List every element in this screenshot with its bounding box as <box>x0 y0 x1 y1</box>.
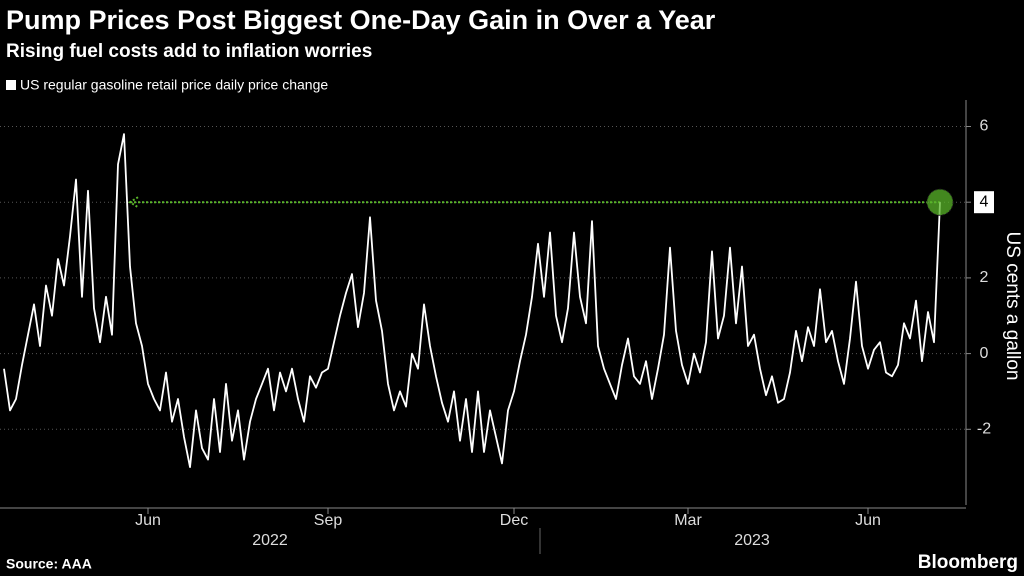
highlight-box <box>974 191 994 214</box>
x-tick-label: Sep <box>314 512 343 529</box>
y-tick-label: 2 <box>980 269 989 286</box>
source: Source: AAA <box>6 556 92 572</box>
chart-title: Pump Prices Post Biggest One-Day Gain in… <box>6 5 716 35</box>
x-group-label: 2022 <box>252 532 288 549</box>
x-tick-label: Jun <box>135 512 161 529</box>
brand: Bloomberg <box>918 552 1018 573</box>
chart-subtitle: Rising fuel costs add to inflation worri… <box>6 41 372 62</box>
y-tick-label: 6 <box>980 118 989 135</box>
legend-label: US regular gasoline retail price daily p… <box>20 77 328 93</box>
y-tick-label: -2 <box>977 421 991 438</box>
reference-arrow <box>128 196 139 209</box>
x-tick-label: Mar <box>674 512 702 529</box>
legend-swatch <box>6 80 16 90</box>
x-group-label: 2023 <box>734 532 770 549</box>
x-tick-label: Jun <box>855 512 881 529</box>
y-tick-label: 0 <box>980 345 989 362</box>
highlight-marker <box>926 188 954 216</box>
y-axis-label: US cents a gallon <box>1002 232 1023 381</box>
highlight-label: 4 <box>980 193 989 210</box>
x-tick-label: Dec <box>500 512 528 529</box>
line <box>3 133 941 468</box>
